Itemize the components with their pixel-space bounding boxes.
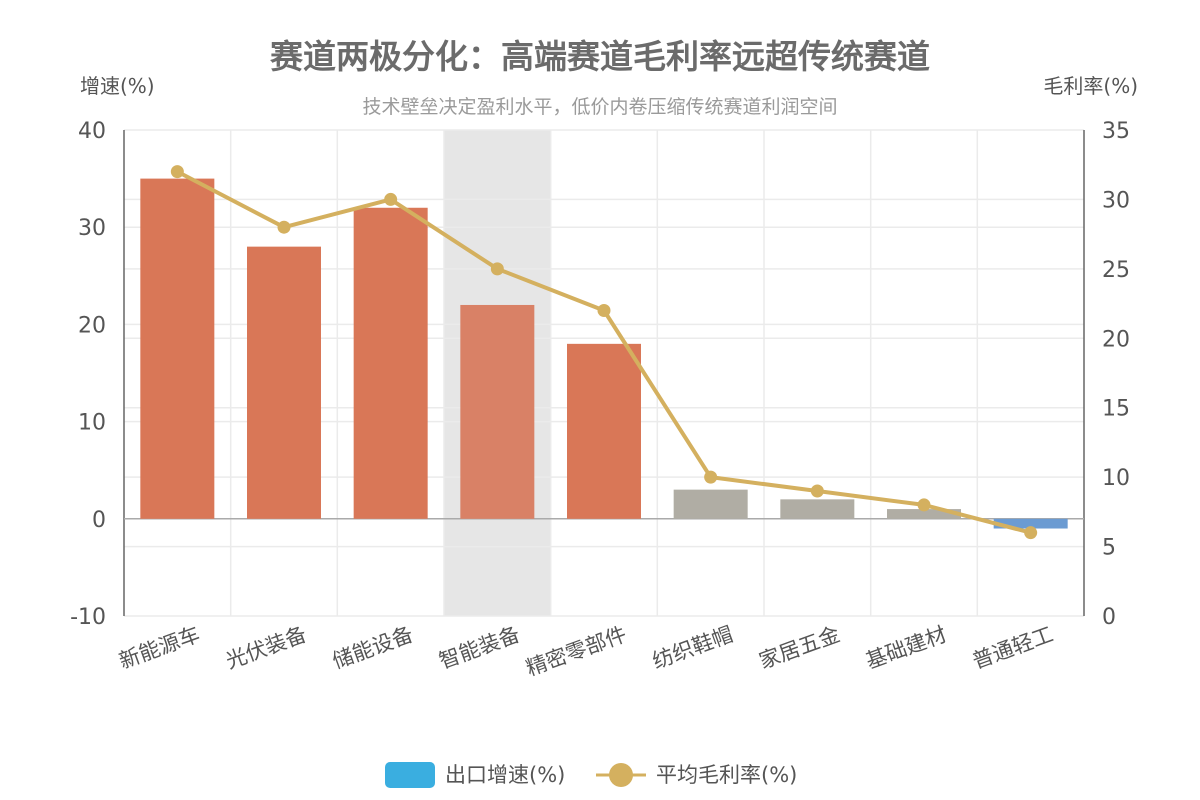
chart-subtitle: 技术壁垒决定盈利水平，低价内卷压缩传统赛道利润空间 bbox=[362, 96, 837, 118]
bar-光伏装备 bbox=[247, 246, 321, 519]
legend-label-margin: 平均毛利率(%) bbox=[656, 763, 797, 787]
bar-纺织鞋帽 bbox=[673, 489, 748, 519]
category-label: 储能设备 bbox=[329, 622, 416, 673]
right-tick-label: 15 bbox=[1102, 397, 1130, 422]
category-label: 基础建材 bbox=[863, 622, 950, 673]
bar-基础建材 bbox=[887, 509, 961, 519]
category-label: 普通轻工 bbox=[969, 622, 1056, 673]
right-tick-label: 20 bbox=[1102, 327, 1130, 352]
right-tick-label: 30 bbox=[1102, 188, 1130, 213]
bar-智能装备 bbox=[460, 304, 535, 519]
margin-point-精密零部件 bbox=[597, 304, 611, 318]
left-axis-title: 增速(%) bbox=[80, 74, 155, 98]
bar-精密零部件 bbox=[567, 343, 641, 519]
margin-point-储能设备 bbox=[384, 192, 398, 206]
left-tick-label: 20 bbox=[78, 313, 106, 338]
left-tick-label: 40 bbox=[78, 119, 106, 144]
bar-新能源车 bbox=[140, 178, 215, 519]
right-tick-label: 0 bbox=[1102, 605, 1116, 630]
right-tick-label: 10 bbox=[1102, 466, 1130, 491]
category-label: 纺织鞋帽 bbox=[649, 622, 736, 673]
left-tick-label: 30 bbox=[78, 216, 106, 241]
right-tick-label: 35 bbox=[1102, 119, 1130, 144]
category-label: 光伏装备 bbox=[223, 622, 310, 673]
left-tick-label: 10 bbox=[78, 411, 106, 436]
bar-普通轻工 bbox=[993, 518, 1068, 529]
margin-point-新能源车 bbox=[170, 165, 184, 179]
margin-point-光伏装备 bbox=[277, 220, 291, 234]
bar-家居五金 bbox=[780, 499, 855, 519]
legend-swatch-growth bbox=[385, 762, 435, 788]
category-label: 精密零部件 bbox=[523, 622, 630, 680]
right-axis-title: 毛利率(%) bbox=[1043, 74, 1138, 98]
category-label: 家居五金 bbox=[756, 622, 843, 673]
category-label: 智能装备 bbox=[436, 622, 523, 673]
right-tick-label: 5 bbox=[1102, 536, 1116, 561]
legend-label-growth: 出口增速(%) bbox=[445, 763, 565, 787]
right-tick-label: 25 bbox=[1102, 258, 1130, 283]
bar-储能设备 bbox=[353, 207, 428, 519]
left-tick-label: -10 bbox=[70, 605, 106, 630]
margin-point-纺织鞋帽 bbox=[704, 470, 718, 484]
legend: 出口增速(%) 平均毛利率(%) bbox=[385, 762, 797, 788]
category-label: 新能源车 bbox=[116, 622, 203, 673]
legend-swatch-margin-marker bbox=[609, 763, 633, 787]
margin-point-家居五金 bbox=[810, 484, 824, 498]
chart-title: 赛道两极分化：高端赛道毛利率远超传统赛道 bbox=[270, 37, 930, 76]
left-tick-label: 0 bbox=[92, 508, 106, 533]
margin-point-智能装备 bbox=[490, 262, 504, 276]
margin-point-普通轻工 bbox=[1024, 526, 1038, 540]
margin-point-基础建材 bbox=[917, 498, 931, 512]
